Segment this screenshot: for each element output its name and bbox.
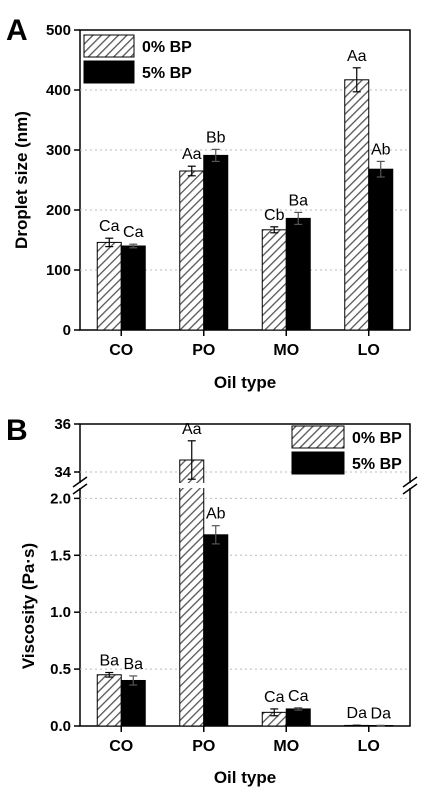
panel-b-legend-label-0: 0% BP — [352, 430, 402, 447]
panel-a-y-tick-label: 100 — [46, 262, 71, 279]
panel-b-legend-swatch-0 — [291, 425, 345, 449]
panel-a-y-tick-label: 200 — [46, 202, 71, 219]
panel-b-axis-break-mark — [402, 483, 418, 495]
panel-a-bar — [285, 217, 311, 331]
panel-b-bar-annotation: Ba — [123, 656, 143, 673]
panel-b-x-tick-label: PO — [192, 738, 215, 755]
panel-b-x-tick-label: LO — [358, 738, 380, 755]
panel-a-x-tick-label: MO — [273, 342, 299, 359]
panel-b-bar-annotation: Da — [371, 705, 392, 722]
panel-b-axis-break — [72, 476, 418, 495]
panel-a-x-ticks: CO PO MO LO — [109, 330, 380, 359]
panel-a-bar-annotation: Ba — [288, 192, 308, 209]
panel-a-bar — [96, 241, 122, 331]
panel-b-bar-lower-segment — [179, 486, 205, 727]
panel-a-legend-swatch-0 — [83, 34, 135, 58]
panel-b-axis-break-mark — [72, 483, 88, 495]
panel-b-x-tick-label: CO — [109, 738, 133, 755]
panel-b-bar-annotation: Ca — [264, 689, 285, 706]
panel-a-legend-swatch-1 — [83, 60, 135, 84]
panel-a-legend-label-1: 5% BP — [142, 65, 192, 82]
panel-b: B 34 36 0.0 0.5 1.0 1.5 2.0 Ba Ba Aa Ab Ca Ca Da Da C… — [6, 414, 418, 787]
panel-b-y-tick-label: 1.5 — [50, 547, 71, 564]
panel-b-bar-annotation: Ab — [206, 506, 226, 523]
panel-b-x-axis-title: Oil type — [214, 768, 276, 787]
panel-a-legend-label-0: 0% BP — [142, 39, 192, 56]
panel-b-y-tick-label: 2.0 — [50, 490, 71, 507]
panel-b-bar-annotation: Ca — [288, 688, 309, 705]
panel-b-bar — [120, 679, 146, 727]
panel-a-y-tick-label: 400 — [46, 82, 71, 99]
panel-a-bar — [261, 229, 287, 331]
panel-b-plot-frame — [79, 423, 411, 727]
panel-b-axis-break-mark — [402, 476, 418, 488]
panel-b-axis-break-mark — [72, 476, 88, 488]
panel-a-bar — [120, 245, 146, 331]
panel-a-bar — [203, 154, 229, 331]
panel-a-x-tick-label: LO — [358, 342, 380, 359]
panel-a-bar — [368, 168, 394, 331]
panel-b-x-ticks: CO PO MO LO — [109, 726, 380, 755]
panel-b-bar-annotation: Da — [347, 705, 368, 722]
panel-b-bars: Ba Ba Aa Ab Ca Ca Da Da — [96, 421, 394, 727]
panel-a-y-ticks: 0 100 200 300 400 500 — [46, 22, 80, 339]
panel-b-bar — [96, 674, 122, 727]
panel-b-y-ticks: 34 36 0.0 0.5 1.0 1.5 2.0 — [50, 416, 80, 735]
panel-a-bar-annotation: Aa — [347, 48, 367, 65]
panel-b-letter: B — [6, 414, 28, 447]
panel-a-bar-annotation: Cb — [264, 207, 285, 224]
panel-b-bar-annotation: Aa — [182, 421, 202, 438]
panel-b-gridlines — [80, 471, 410, 670]
panel-b-legend-label-1: 5% BP — [352, 456, 402, 473]
panel-a-bar-annotation: Ca — [123, 224, 144, 241]
panel-b-x-tick-label: MO — [273, 738, 299, 755]
panel-b-y-tick-label: 34 — [54, 464, 71, 481]
panel-a-bar-annotation: Ab — [371, 141, 391, 158]
panel-b-y-tick-label: 0.0 — [50, 718, 71, 735]
panel-b-axis-break-gap — [76, 483, 84, 488]
panel-a-y-tick-label: 300 — [46, 142, 71, 159]
panel-b-y-tick-label: 1.0 — [50, 604, 71, 621]
panel-b-y-tick-label: 0.5 — [50, 661, 71, 678]
panel-a-x-axis-title: Oil type — [214, 373, 276, 392]
panel-b-bar-annotation: Ba — [99, 653, 119, 670]
panel-a-y-axis-title: Droplet size (nm) — [12, 111, 31, 249]
panel-b-axis-break-gap — [406, 483, 414, 488]
panel-a-legend: 0% BP 5% BP — [83, 34, 192, 84]
panel-a-bar — [179, 170, 205, 331]
panel-a-x-tick-label: PO — [192, 342, 215, 359]
panel-a-y-tick-label: 500 — [46, 22, 71, 39]
panel-a-plot-frame — [79, 29, 411, 331]
panel-b-bar-break-gap — [178, 483, 205, 488]
panel-b-y-axis-title: Viscosity (Pa·s) — [19, 543, 38, 669]
panel-a-bar — [344, 79, 370, 331]
panel-b-legend-swatch-1 — [291, 451, 345, 475]
panel-a-x-tick-label: CO — [109, 342, 133, 359]
panel-a-y-tick-label: 0 — [63, 322, 71, 339]
panel-a-bar-annotation: Aa — [182, 146, 202, 163]
panel-a-bar-annotation: Bb — [206, 129, 226, 146]
panel-b-bar — [203, 534, 229, 727]
panel-b-legend: 0% BP 5% BP — [291, 425, 402, 475]
panel-b-bar — [285, 708, 311, 727]
panel-b-y-tick-label: 36 — [54, 416, 71, 433]
panel-a-letter: A — [6, 14, 28, 47]
panel-a-bar-annotation: Ca — [99, 218, 120, 235]
